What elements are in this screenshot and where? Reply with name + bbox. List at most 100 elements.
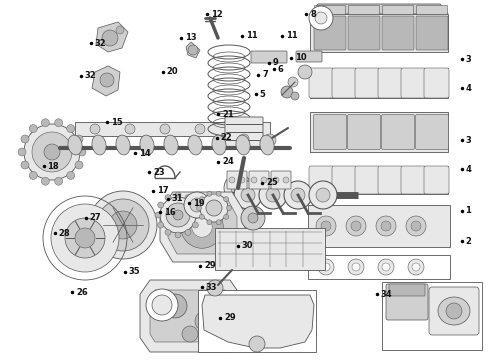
Circle shape bbox=[102, 30, 118, 46]
Circle shape bbox=[216, 191, 221, 196]
Text: 8: 8 bbox=[310, 10, 316, 19]
Ellipse shape bbox=[438, 297, 470, 325]
Circle shape bbox=[408, 259, 424, 275]
Circle shape bbox=[196, 206, 201, 211]
Circle shape bbox=[175, 232, 181, 238]
Circle shape bbox=[160, 124, 170, 134]
Ellipse shape bbox=[188, 135, 202, 155]
Circle shape bbox=[291, 92, 299, 100]
Circle shape bbox=[160, 197, 196, 233]
Text: 15: 15 bbox=[111, 118, 123, 127]
Circle shape bbox=[78, 148, 86, 156]
Ellipse shape bbox=[212, 135, 226, 155]
Circle shape bbox=[165, 229, 171, 235]
Text: 1: 1 bbox=[466, 206, 471, 215]
Text: 29: 29 bbox=[224, 313, 236, 322]
Circle shape bbox=[251, 177, 257, 183]
Circle shape bbox=[158, 202, 164, 208]
Circle shape bbox=[224, 174, 252, 202]
Circle shape bbox=[18, 148, 26, 156]
Circle shape bbox=[185, 229, 191, 235]
Circle shape bbox=[195, 212, 201, 218]
Polygon shape bbox=[150, 290, 230, 342]
Text: 17: 17 bbox=[157, 186, 169, 195]
Text: 16: 16 bbox=[164, 208, 176, 217]
Circle shape bbox=[316, 216, 336, 236]
FancyBboxPatch shape bbox=[424, 68, 449, 98]
Circle shape bbox=[166, 203, 190, 227]
Text: 13: 13 bbox=[185, 33, 196, 42]
FancyBboxPatch shape bbox=[310, 112, 448, 152]
Circle shape bbox=[321, 221, 331, 231]
Circle shape bbox=[90, 124, 100, 134]
Text: 20: 20 bbox=[167, 68, 178, 77]
FancyBboxPatch shape bbox=[401, 166, 426, 194]
Circle shape bbox=[412, 263, 420, 271]
Circle shape bbox=[55, 119, 63, 127]
Text: 12: 12 bbox=[211, 10, 222, 19]
Circle shape bbox=[288, 77, 298, 87]
FancyBboxPatch shape bbox=[416, 114, 448, 149]
Text: 23: 23 bbox=[153, 167, 165, 176]
Ellipse shape bbox=[236, 135, 250, 155]
Circle shape bbox=[75, 228, 95, 248]
FancyBboxPatch shape bbox=[386, 284, 428, 320]
Circle shape bbox=[223, 214, 229, 219]
Circle shape bbox=[348, 259, 364, 275]
Circle shape bbox=[316, 188, 330, 202]
Circle shape bbox=[234, 181, 262, 209]
Circle shape bbox=[163, 294, 187, 318]
Circle shape bbox=[298, 65, 312, 79]
Circle shape bbox=[207, 280, 223, 296]
Text: 35: 35 bbox=[129, 267, 141, 276]
Text: 22: 22 bbox=[220, 133, 232, 142]
Circle shape bbox=[29, 125, 37, 132]
Circle shape bbox=[346, 216, 366, 236]
Text: 27: 27 bbox=[90, 213, 101, 222]
FancyBboxPatch shape bbox=[429, 287, 479, 335]
Text: 32: 32 bbox=[95, 39, 106, 48]
FancyBboxPatch shape bbox=[227, 171, 247, 189]
Circle shape bbox=[192, 222, 198, 228]
Text: 31: 31 bbox=[172, 194, 183, 203]
Text: 24: 24 bbox=[222, 157, 234, 166]
FancyBboxPatch shape bbox=[382, 16, 414, 50]
Circle shape bbox=[21, 135, 29, 143]
Circle shape bbox=[229, 177, 235, 183]
Bar bbox=[382, 282, 482, 350]
Circle shape bbox=[109, 211, 137, 239]
Circle shape bbox=[230, 124, 240, 134]
FancyBboxPatch shape bbox=[310, 68, 448, 98]
Ellipse shape bbox=[92, 135, 106, 155]
FancyBboxPatch shape bbox=[347, 114, 381, 149]
FancyBboxPatch shape bbox=[424, 166, 449, 194]
Text: 26: 26 bbox=[76, 288, 88, 297]
Circle shape bbox=[309, 181, 337, 209]
Circle shape bbox=[249, 336, 265, 352]
Circle shape bbox=[382, 263, 390, 271]
Circle shape bbox=[207, 220, 212, 225]
Circle shape bbox=[273, 177, 279, 183]
Circle shape bbox=[315, 12, 327, 24]
Circle shape bbox=[184, 192, 210, 218]
Text: 4: 4 bbox=[466, 84, 471, 93]
FancyBboxPatch shape bbox=[249, 171, 269, 189]
Text: 32: 32 bbox=[85, 71, 97, 80]
FancyBboxPatch shape bbox=[332, 166, 357, 194]
FancyBboxPatch shape bbox=[401, 68, 426, 98]
Text: 6: 6 bbox=[278, 65, 284, 74]
FancyBboxPatch shape bbox=[310, 166, 448, 194]
Circle shape bbox=[283, 177, 289, 183]
Circle shape bbox=[284, 181, 312, 209]
Text: 29: 29 bbox=[204, 261, 216, 270]
Circle shape bbox=[65, 218, 105, 258]
Circle shape bbox=[155, 212, 161, 218]
Circle shape bbox=[199, 214, 204, 219]
Circle shape bbox=[195, 311, 215, 331]
Circle shape bbox=[21, 161, 29, 169]
Circle shape bbox=[199, 197, 204, 202]
Text: 2: 2 bbox=[466, 237, 471, 246]
Circle shape bbox=[29, 171, 37, 179]
Circle shape bbox=[51, 204, 119, 272]
Bar bbox=[198, 290, 316, 352]
